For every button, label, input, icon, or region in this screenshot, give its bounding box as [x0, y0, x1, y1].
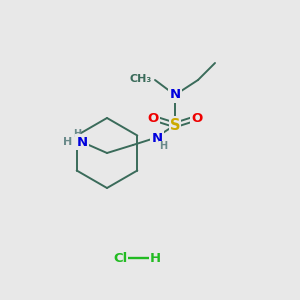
Text: H: H [73, 129, 81, 139]
Text: O: O [147, 112, 159, 124]
Text: CH₃: CH₃ [130, 74, 152, 84]
Text: H: H [63, 137, 72, 147]
Text: N: N [169, 88, 181, 101]
Text: H: H [149, 251, 161, 265]
Text: Cl: Cl [113, 251, 127, 265]
Text: N: N [152, 131, 163, 145]
Text: O: O [191, 112, 203, 124]
Text: N: N [76, 136, 88, 148]
Text: H: H [159, 141, 167, 151]
Text: S: S [170, 118, 180, 133]
